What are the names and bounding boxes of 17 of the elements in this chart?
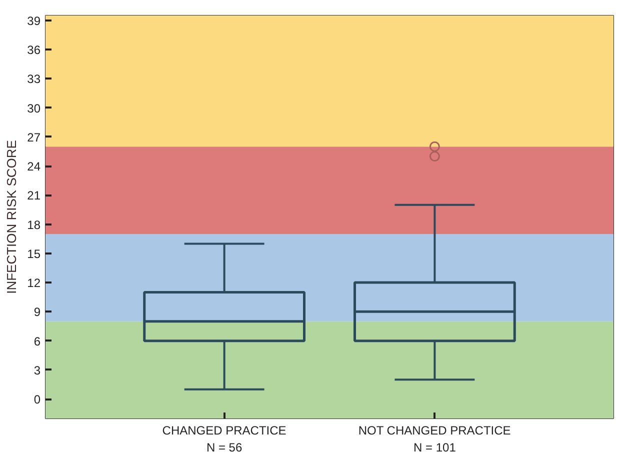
x-tick-label: CHANGED PRACTICE N = 56 (162, 424, 286, 454)
y-tick-label: 18 (27, 218, 41, 232)
y-tick-label: 27 (27, 130, 41, 144)
x-tick-label: NOT CHANGED PRACTICE N = 101 (358, 424, 511, 454)
y-tick-label: 39 (27, 14, 41, 28)
y-tick-label: 30 (27, 101, 41, 116)
y-tick-label: 9 (34, 305, 41, 320)
y-tick-label: 3 (34, 363, 41, 378)
y-tick-label: 33 (27, 72, 41, 86)
y-tick-label: 12 (27, 276, 41, 290)
y-tick-label: 21 (27, 188, 41, 203)
y-tick-label: 24 (27, 160, 41, 174)
y-tick-label: 36 (27, 42, 41, 57)
y-tick-label: 6 (34, 334, 41, 348)
y-tick-label: 15 (27, 246, 41, 261)
y-tick-label: 0 (34, 392, 41, 407)
y-axis-title: INFECTION RISK SCORE (4, 140, 20, 294)
